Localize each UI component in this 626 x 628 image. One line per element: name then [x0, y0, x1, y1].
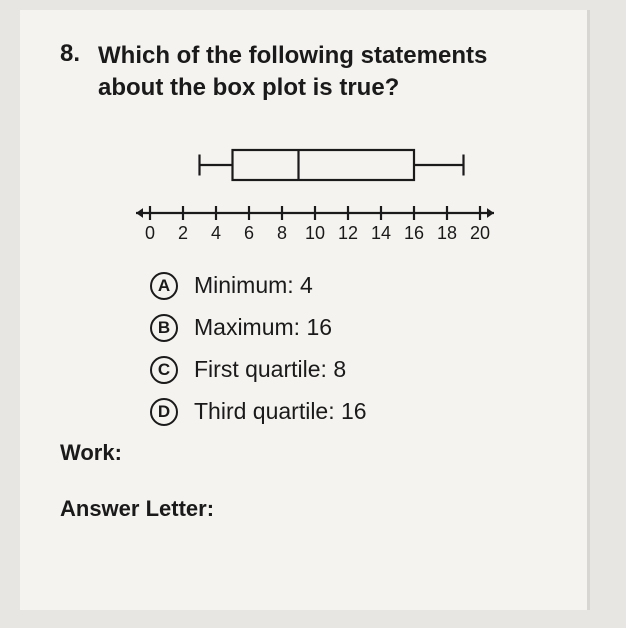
work-label: Work:: [60, 440, 557, 466]
option-letter: D: [150, 398, 178, 426]
option-text: Third quartile: 16: [194, 398, 367, 425]
svg-text:12: 12: [338, 223, 358, 243]
svg-text:2: 2: [178, 223, 188, 243]
option-text: First quartile: 8: [194, 356, 346, 383]
svg-text:0: 0: [145, 223, 155, 243]
page-container: 8. Which of the following statements abo…: [20, 10, 590, 610]
option-c[interactable]: C First quartile: 8: [150, 356, 557, 384]
question-text: Which of the following statements about …: [98, 40, 557, 105]
option-letter: B: [150, 314, 178, 342]
boxplot-area: 0 2 4 6 8 10 12 14 16 18 20: [130, 133, 557, 258]
svg-text:6: 6: [244, 223, 254, 243]
option-b[interactable]: B Maximum: 16: [150, 314, 557, 342]
options-list: A Minimum: 4 B Maximum: 16 C First quart…: [150, 272, 557, 426]
svg-text:18: 18: [437, 223, 457, 243]
svg-text:4: 4: [211, 223, 221, 243]
option-letter: C: [150, 356, 178, 384]
svg-text:10: 10: [305, 223, 325, 243]
question-row: 8. Which of the following statements abo…: [60, 40, 557, 105]
svg-text:20: 20: [470, 223, 490, 243]
option-text: Maximum: 16: [194, 314, 332, 341]
answer-letter-label: Answer Letter:: [60, 496, 557, 522]
option-text: Minimum: 4: [194, 272, 313, 299]
svg-text:8: 8: [277, 223, 287, 243]
option-d[interactable]: D Third quartile: 16: [150, 398, 557, 426]
svg-text:14: 14: [371, 223, 391, 243]
question-number: 8.: [60, 40, 88, 105]
svg-text:16: 16: [404, 223, 424, 243]
option-letter: A: [150, 272, 178, 300]
boxplot-svg: 0 2 4 6 8 10 12 14 16 18 20: [130, 133, 500, 253]
option-a[interactable]: A Minimum: 4: [150, 272, 557, 300]
